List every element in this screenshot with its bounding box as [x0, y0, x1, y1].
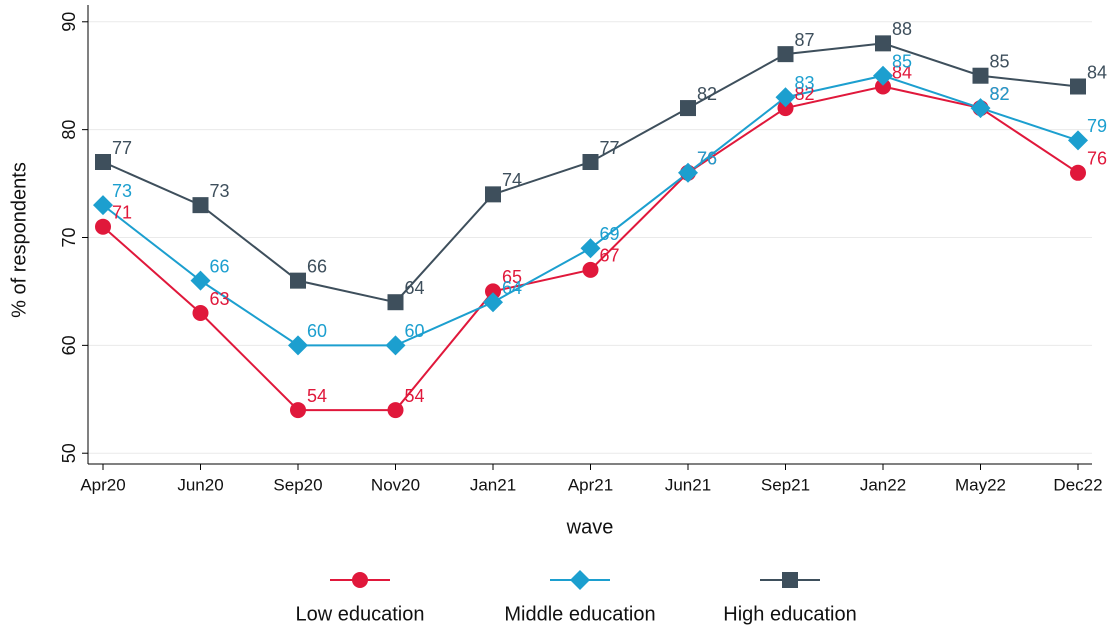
data-point	[1068, 130, 1088, 151]
data-label: 77	[112, 138, 132, 158]
y-tick-label: 60	[59, 335, 79, 355]
data-point	[192, 305, 209, 321]
data-label: 54	[405, 386, 425, 406]
x-tick-label: Jan21	[470, 475, 516, 494]
data-point	[777, 46, 794, 63]
data-point	[1070, 164, 1086, 181]
data-label: 64	[405, 278, 425, 298]
x-tick-label: Nov20	[371, 475, 420, 494]
legend-marker	[352, 572, 368, 588]
data-label: 65	[502, 267, 522, 287]
data-label: 73	[112, 181, 132, 201]
data-point	[582, 154, 599, 170]
data-label: 82	[990, 84, 1010, 104]
x-tick-label: May22	[955, 475, 1006, 494]
data-point	[385, 335, 406, 356]
data-point	[775, 87, 796, 108]
x-tick-label: Apr21	[568, 475, 613, 494]
data-point	[582, 261, 599, 278]
data-point	[485, 186, 501, 203]
data-label: 76	[1087, 149, 1107, 169]
data-label: 84	[1087, 62, 1107, 82]
data-point	[873, 65, 893, 86]
data-label: 73	[210, 181, 230, 201]
data-label: 82	[697, 84, 717, 104]
x-tick-label: Sep21	[761, 475, 810, 494]
data-label: 64	[502, 278, 522, 298]
x-tick-label: Apr20	[80, 475, 125, 494]
data-label: 76	[697, 149, 717, 169]
y-tick-label: 90	[59, 12, 79, 32]
x-tick-label: Jun21	[665, 475, 711, 494]
legend-label: Low education	[296, 603, 425, 625]
data-label: 63	[210, 289, 230, 309]
data-point	[192, 197, 209, 214]
data-label: 87	[795, 30, 815, 50]
legend-label: Middle education	[504, 603, 655, 625]
data-label: 77	[600, 138, 620, 158]
data-label: 69	[600, 224, 620, 244]
data-label: 60	[307, 321, 327, 341]
data-label: 85	[892, 51, 912, 71]
x-tick-label: Jan22	[860, 475, 906, 494]
data-point	[875, 78, 891, 95]
data-label: 54	[307, 386, 327, 406]
data-point	[290, 272, 306, 289]
y-axis-label: % of respondents	[8, 162, 30, 318]
y-tick-label: 70	[59, 227, 79, 247]
data-label: 71	[112, 202, 132, 222]
data-point	[972, 67, 989, 84]
data-point	[387, 402, 404, 419]
x-tick-label: Jun20	[177, 475, 223, 494]
y-tick-label: 80	[59, 120, 79, 140]
data-label: 83	[795, 73, 815, 93]
data-point	[190, 270, 211, 291]
legend-marker	[782, 572, 798, 588]
data-point	[485, 283, 501, 300]
y-tick-label: 50	[59, 443, 79, 463]
data-point	[387, 294, 404, 311]
legend-label: High education	[723, 603, 856, 625]
data-point	[678, 162, 698, 183]
data-point	[93, 195, 113, 216]
data-label: 84	[892, 62, 912, 82]
data-point	[483, 292, 503, 313]
x-axis-label: wave	[566, 516, 614, 538]
data-label: 66	[210, 256, 230, 276]
data-label: 82	[795, 84, 815, 104]
series-line	[102, 74, 1079, 347]
data-point	[777, 100, 794, 117]
data-label: 67	[600, 246, 620, 266]
legend-marker	[570, 570, 590, 590]
data-point	[875, 35, 891, 52]
x-tick-label: Dec22	[1053, 475, 1102, 494]
data-label: 88	[892, 19, 912, 39]
data-point	[970, 98, 991, 119]
data-point	[95, 154, 111, 170]
data-point	[95, 218, 111, 235]
data-point	[288, 335, 308, 356]
data-label: 76	[697, 149, 717, 169]
data-label: 85	[990, 51, 1010, 71]
data-label: 60	[405, 321, 425, 341]
data-label: 79	[1087, 116, 1107, 136]
data-point	[1070, 78, 1086, 95]
data-point	[580, 238, 601, 259]
data-point	[680, 100, 696, 117]
data-label: 74	[502, 170, 522, 190]
data-label: 66	[307, 256, 327, 276]
data-label: 82	[990, 84, 1010, 104]
data-point	[290, 402, 306, 419]
x-tick-label: Sep20	[273, 475, 322, 494]
